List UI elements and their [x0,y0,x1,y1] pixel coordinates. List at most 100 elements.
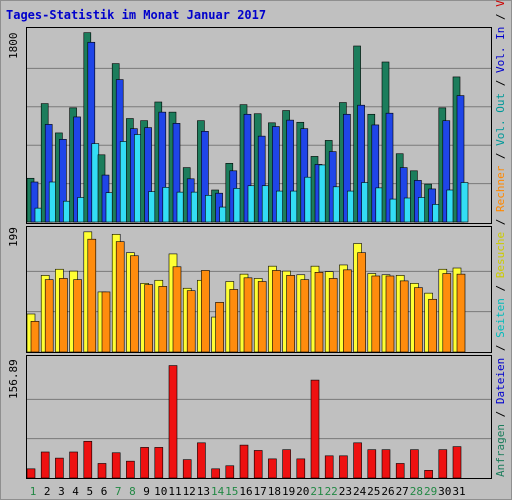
x-tick-label: 29 [424,485,437,498]
bar-dateien-day-4 [73,116,81,223]
bar-rechner-day-3 [59,278,68,353]
bar-volumen-day-26 [381,449,391,479]
bar-rechner-day-19 [286,275,295,353]
bar-rechner-day-15 [229,289,239,353]
x-tick-label: 15 [225,485,238,498]
bar-rechner-day-11 [172,266,182,353]
x-tick-label: 17 [254,485,267,498]
bar-rechner-day-18 [272,270,281,353]
bar-dateien-day-11 [172,123,181,223]
bar-rechner-day-7 [115,241,125,353]
bar-volumen-day-30 [438,449,448,479]
bar-dateien-day-9 [144,127,152,223]
legend-separator: / [494,145,507,166]
x-tick-label: 6 [101,485,108,498]
legend-item: Dateien [494,357,507,405]
bar-volumen-day-19 [282,449,291,479]
bar-volumen-day-24 [353,442,362,479]
legend-separator: / [494,337,507,358]
bar-volumen-day-17 [253,450,263,479]
bar-volumen-day-16 [239,444,249,479]
x-tick-label: 2 [44,485,51,498]
bar-volumen-day-23 [339,455,348,479]
bar-volumen-day-4 [69,451,78,479]
bar-rechner-day-23 [343,269,352,353]
bar-rechner-day-29 [428,298,437,353]
bar-rechner-day-8 [130,255,139,353]
legend-separator: / [494,404,507,425]
legend-item: Vol. Out [494,92,507,146]
legend-separator: / [494,278,507,299]
bar-rechner-day-30 [442,273,452,353]
x-tick-label: 11 [168,485,181,498]
x-tick-label: 9 [143,485,150,498]
bar-dateien-day-20 [300,128,309,223]
x-tick-label: 14 [211,485,225,498]
bar-volumen-day-5 [83,440,93,479]
bar-rechner-day-9 [144,284,153,353]
legend-item: Rechner [494,165,507,213]
bar-dateien-day-17 [257,135,266,223]
legend-separator: / [494,212,507,232]
x-tick-label: 16 [239,485,252,498]
bar-dateien-day-23 [343,113,351,223]
bar-volumen-day-28 [410,449,419,479]
bar-dateien-day-10 [158,111,167,223]
x-tick-label: 20 [296,485,309,498]
bar-rechner-day-10 [158,286,168,353]
bar-rechner-day-28 [414,287,423,353]
bar-volumen-day-8 [126,460,135,479]
x-tick-label: 13 [197,485,210,498]
bar-dateien-day-13 [201,131,209,223]
bar-rechner-day-1 [30,321,40,353]
x-tick-label: 21 [310,485,323,498]
bar-dateien-day-2 [44,124,53,223]
bar-dateien-day-19 [286,119,294,223]
bar-rechner-day-6 [101,291,111,353]
x-tick-label: 12 [183,485,196,498]
bar-volumen-day-31 [452,446,462,479]
bar-volumen-day-11 [168,365,178,479]
legend-item: Besuche [494,231,507,279]
x-tick-label: 22 [325,485,338,498]
bar-volumen-day-29 [424,470,433,479]
bar-rechner-day-27 [399,280,409,353]
bar-volumen-day-9 [140,447,149,479]
legend-item: Vol. In [494,26,507,73]
bar-rechner-day-13 [201,270,210,353]
x-tick-label: 18 [268,485,281,498]
bar-rechner-day-4 [73,279,82,353]
x-tick-label: 4 [72,485,79,498]
chart-title: Tages-Statistik im Monat Januar 2017 [6,8,267,22]
bar-dateien-day-5 [87,41,96,223]
bar-volumen-day-1 [26,468,36,479]
legend-separator: / [494,72,507,93]
bar-volumen-day-15 [225,465,235,479]
x-tick-label: 1 [30,485,37,498]
bar-rechner-day-24 [357,252,366,353]
bar-dateien-day-3 [59,139,67,223]
bar-dateien-day-31 [456,95,465,223]
bar-dateien-day-25 [371,124,380,223]
legend-item: Seiten [494,298,507,338]
bar-volumen-day-6 [97,463,107,479]
bar-dateien-day-24 [357,104,365,223]
bar-rechner-day-22 [328,278,338,353]
legend-item: Anfragen [494,424,507,477]
x-tick-label: 28 [410,485,423,498]
x-tick-label: 7 [115,485,122,498]
bar-rechner-day-31 [456,273,466,353]
bar-volumen-day-10 [154,447,164,479]
bar-dateien-day-26 [385,112,394,223]
bar-volumen-day-7 [111,452,121,479]
bar-volumen-day-20 [296,458,306,479]
x-tick-label: 30 [438,485,451,498]
series-legend: Anfragen / Dateien / Seiten / Besuche / … [494,0,507,477]
bar-volumen-day-18 [268,458,277,479]
x-tick-label: 31 [452,485,465,498]
bar-rechner-day-21 [314,272,324,353]
legend-separator: / [494,6,507,27]
x-tick-label: 8 [129,485,136,498]
x-tick-label: 3 [58,485,65,498]
